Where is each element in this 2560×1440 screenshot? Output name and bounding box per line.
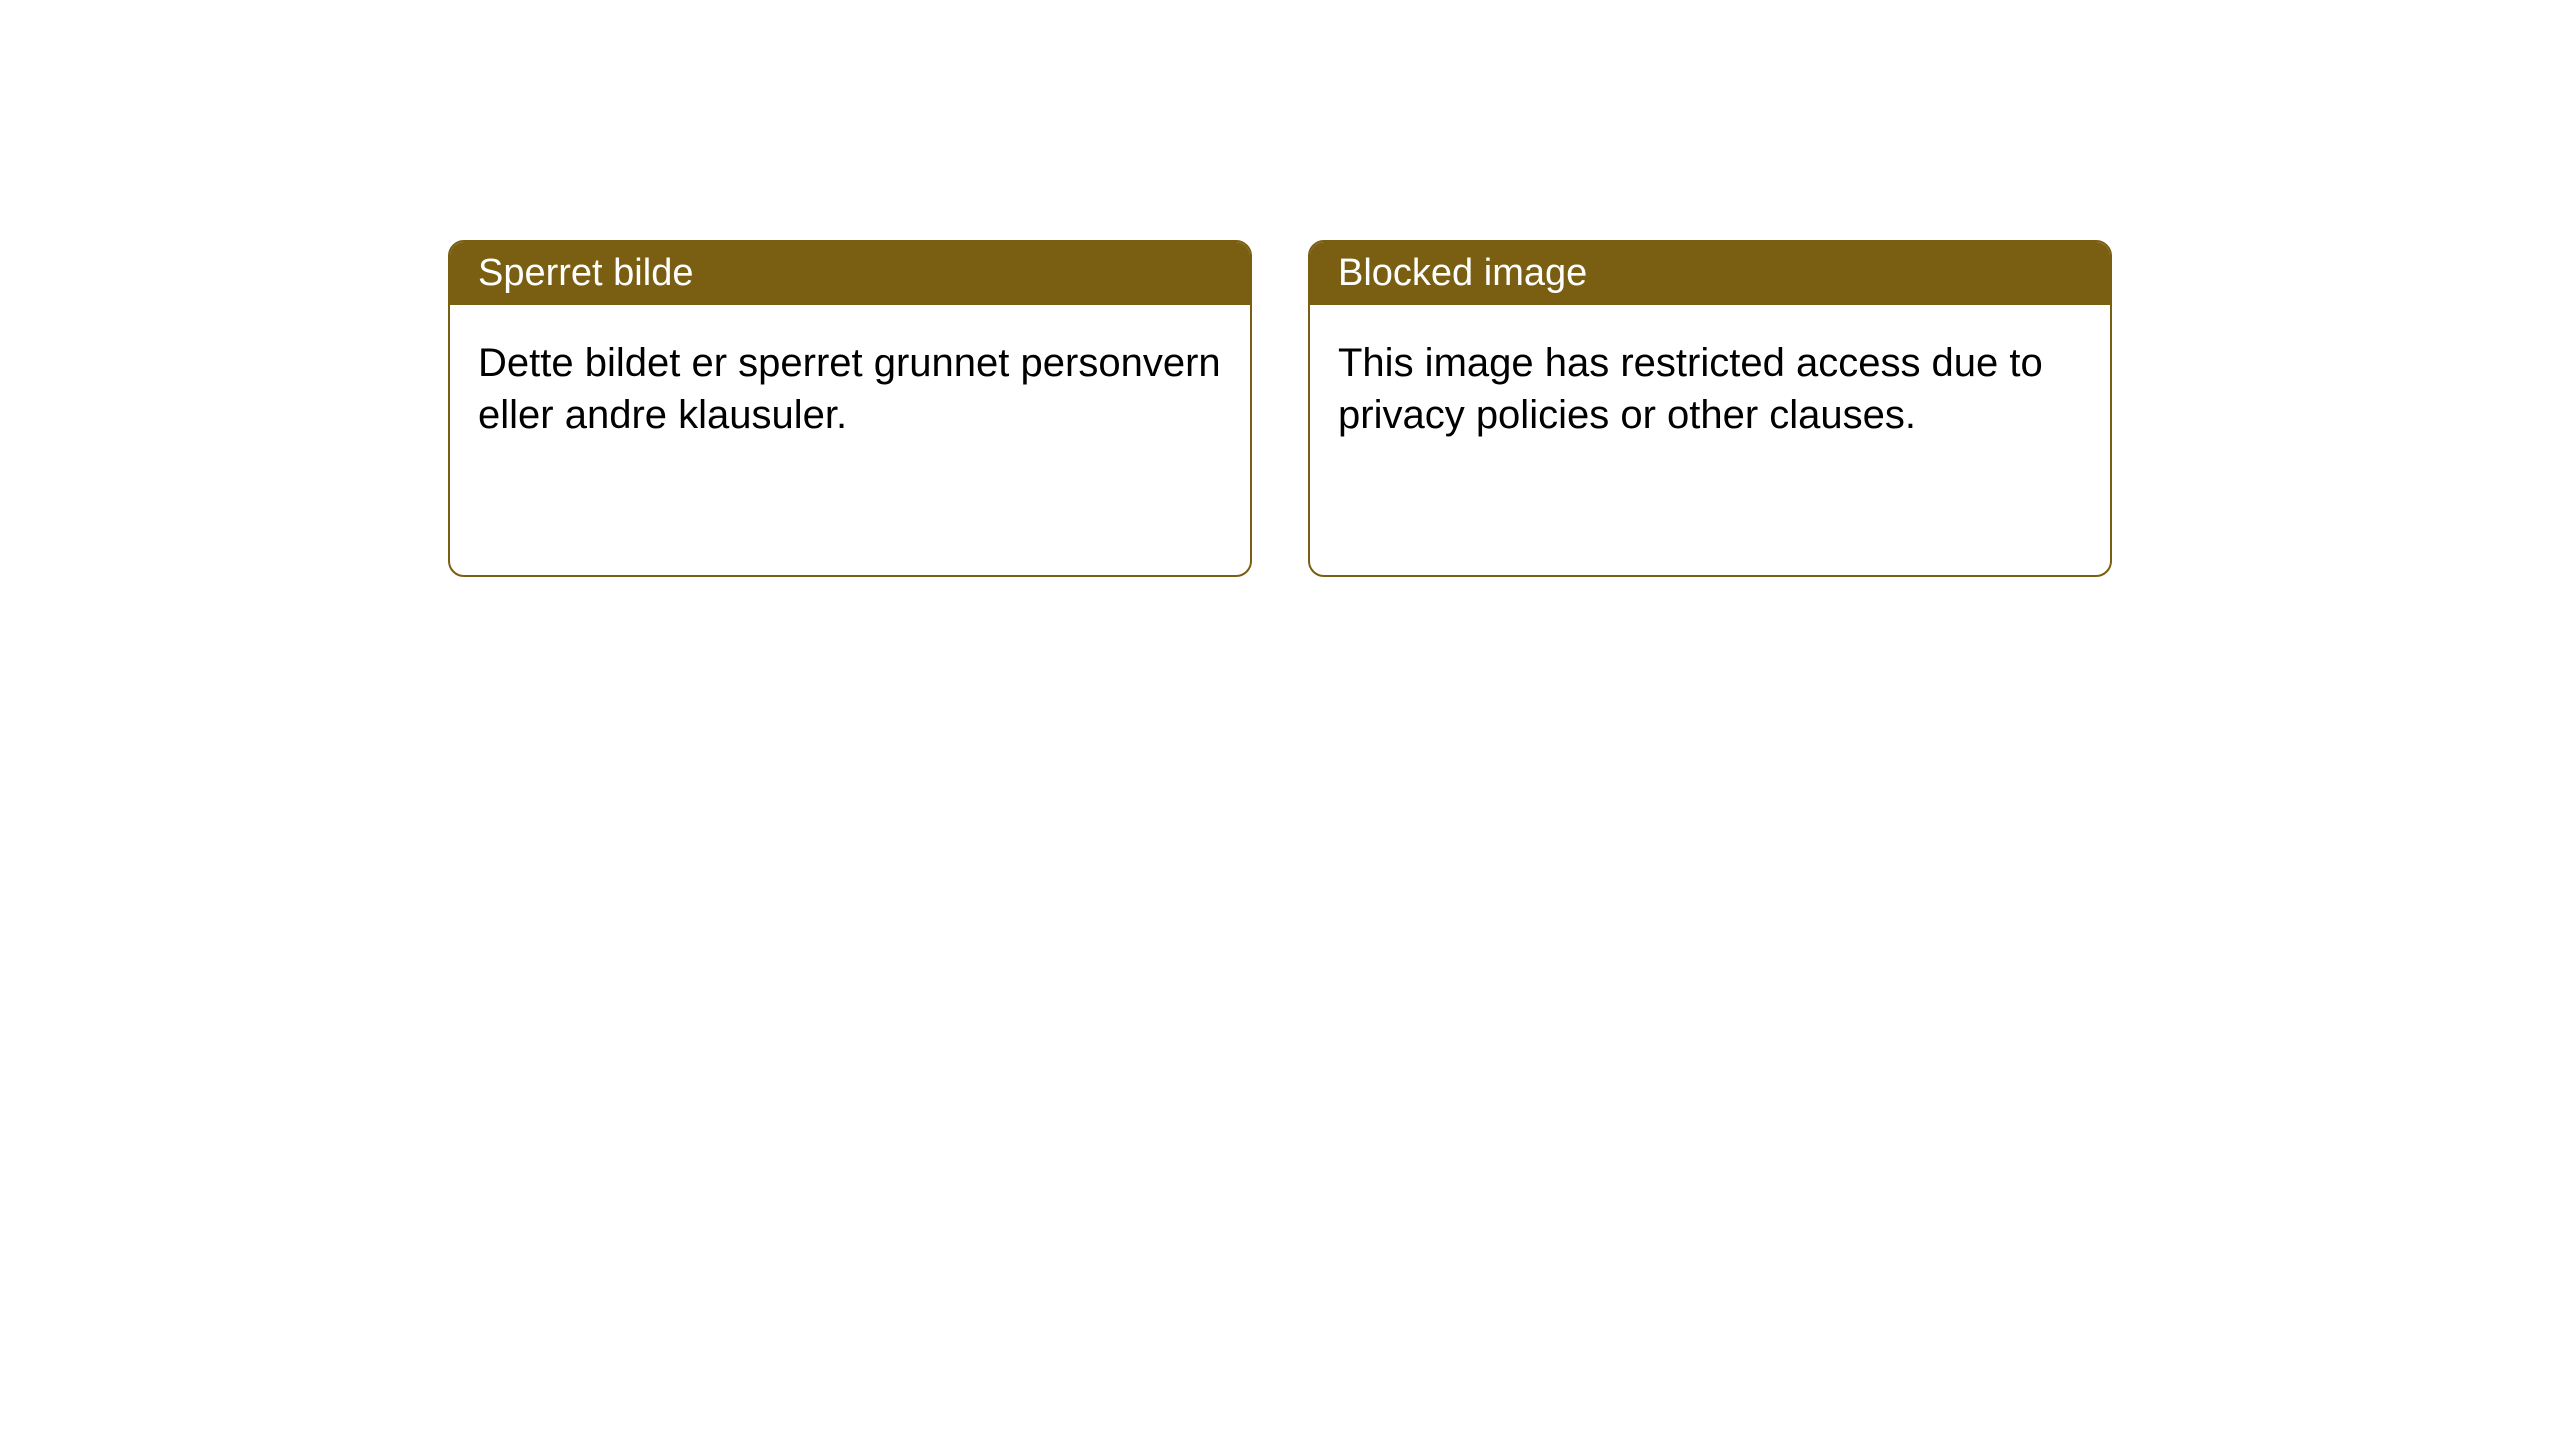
notice-card-norwegian: Sperret bilde Dette bildet er sperret gr… xyxy=(448,240,1252,577)
card-body: Dette bildet er sperret grunnet personve… xyxy=(450,305,1250,575)
card-title: Blocked image xyxy=(1338,252,1587,294)
notice-card-english: Blocked image This image has restricted … xyxy=(1308,240,2112,577)
card-title: Sperret bilde xyxy=(478,252,693,294)
card-body-text: This image has restricted access due to … xyxy=(1338,341,2043,437)
card-header: Sperret bilde xyxy=(450,242,1250,305)
card-header: Blocked image xyxy=(1310,242,2110,305)
card-body-text: Dette bildet er sperret grunnet personve… xyxy=(478,341,1221,437)
card-body: This image has restricted access due to … xyxy=(1310,305,2110,575)
notice-container: Sperret bilde Dette bildet er sperret gr… xyxy=(0,0,2560,577)
